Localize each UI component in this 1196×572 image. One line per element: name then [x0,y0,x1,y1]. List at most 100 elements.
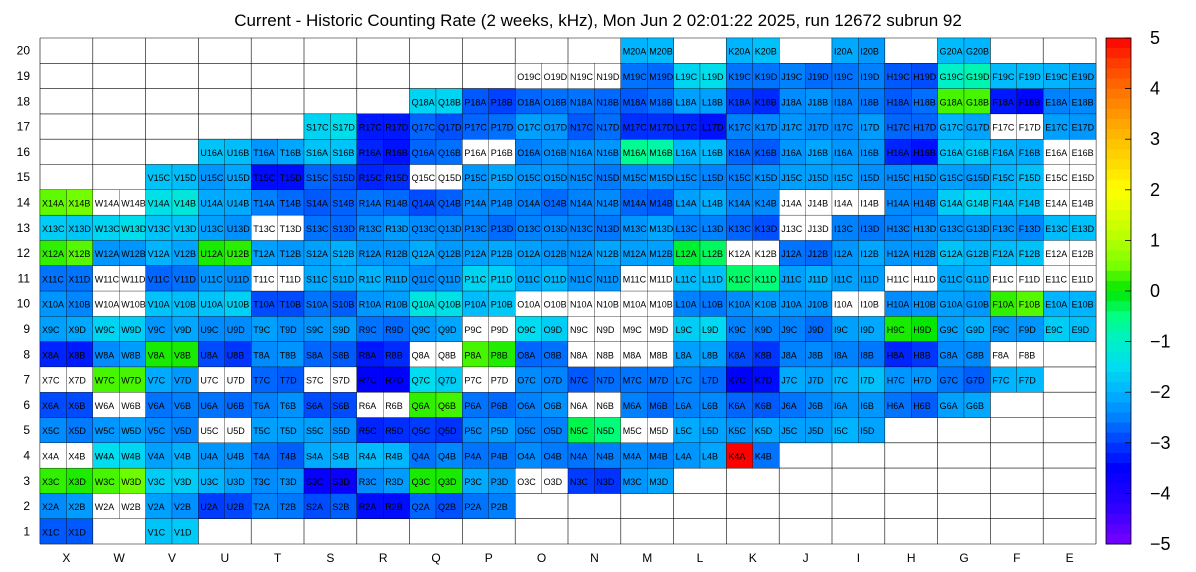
heatmap-cell: O17C O17D [515,113,569,140]
cell-label: L17C [676,123,698,133]
cell-label: O10B [544,300,567,310]
cell-label: J8A [781,350,797,360]
cell-rect [171,341,199,368]
cell-label: G6B [966,401,984,411]
cell-label: S9C [306,325,324,335]
cell-label: V15D [174,173,197,183]
y-tick-label: 4 [23,448,30,462]
cell-rect [224,214,252,241]
heatmap-cell: V14A V14B [145,189,199,216]
cell-rect [911,88,938,115]
cell-label: N17C [570,123,594,133]
cell-label: T2B [280,502,297,512]
cell-label: X6B [68,401,85,411]
cell-rect [145,417,173,443]
cell-label: P6B [491,401,508,411]
cell-rect [198,417,225,443]
cell-label: O13C [517,224,541,234]
cell-label: T4A [253,451,270,461]
cell-rect [699,88,727,115]
cell-label: F16B [1019,148,1041,158]
cell-label: K12A [728,249,750,259]
cell-label: X1C [42,527,60,537]
heatmap-cell: N11C N11D [567,265,621,292]
cell-label: J10B [808,300,829,310]
cell-rect [541,467,569,494]
cell-label: K8B [755,350,772,360]
cell-label: I10A [834,300,853,310]
heatmap-cell: T15C T15D [251,164,305,190]
heatmap-cell: X11C X11D [39,265,93,292]
cell-label: Q7D [438,376,457,386]
heatmap-cell: P6A P6B [462,392,516,418]
cell-rect [462,88,489,115]
cell-rect [673,290,701,317]
cell-rect [409,189,437,216]
x-tick-label: W [114,551,126,565]
cell-label: E13C [1045,224,1068,234]
heatmap-cell: X8A X8B [39,341,93,368]
cell-label: L5D [702,426,719,436]
cell-rect [277,189,305,216]
cell-rect [779,392,806,418]
cell-label: Q9D [438,325,457,335]
cell-label: H9D [913,325,932,335]
cell-rect [198,392,225,418]
cell-label: H7C [887,376,906,386]
cell-rect [858,392,885,418]
cell-rect [1016,290,1044,317]
cell-rect [435,214,463,241]
cell-label: F9C [992,325,1010,335]
x-tick-label: K [749,551,757,565]
cell-label: E15D [1072,173,1095,183]
cell-label: O17D [544,123,568,133]
cell-label: G14A [940,198,963,208]
heatmap-cell: T11C T11D [251,265,305,292]
cell-label: J8B [808,350,824,360]
cell-label: L13D [702,224,724,234]
heatmap-cell: N14A N14B [567,189,621,216]
cell-rect [541,214,569,241]
heatmap-cell: L17C L17D [673,113,727,140]
colorbar-segment [1106,493,1131,505]
cell-label: W8A [95,350,115,360]
cell-rect [567,392,595,418]
cell-label: P8A [464,350,481,360]
cell-rect [858,417,885,443]
heatmap-cell: M18A M18B [620,88,674,115]
cell-rect [119,189,146,216]
cell-rect [911,139,938,165]
colorbar-segment [1106,199,1131,211]
colorbar-segment [1106,270,1131,282]
cell-rect [541,88,569,115]
cell-label: R7D [385,376,404,386]
cell-rect [330,214,357,241]
cell-label: Q10A [412,300,435,310]
cell-label: J10A [781,300,802,310]
cell-label: Q18A [412,97,435,107]
cell-rect [699,139,727,165]
cell-label: L9C [676,325,693,335]
heatmap-cell: I11C I11D [831,265,885,292]
cell-label: F18B [1019,97,1041,107]
cell-rect [515,366,542,393]
cell-label: K18A [728,97,750,107]
heatmap-cell: V9C V9D [145,316,199,342]
cell-rect [937,265,965,292]
cell-rect [990,240,1017,266]
cell-rect [752,88,780,115]
heatmap-cell: Q12A Q12B [409,240,463,266]
cell-label: O7C [517,376,536,386]
cell-label: J9C [781,325,798,335]
cell-label: N8A [570,350,588,360]
cell-label: O18B [544,97,567,107]
cell-label: N11C [570,274,593,284]
cell-label: E10A [1045,300,1067,310]
cell-label: O12A [517,249,540,259]
heatmap-cell: K9C K9D [726,316,780,342]
cell-label: R17D [385,123,409,133]
cell-rect [171,392,199,418]
heatmap-cell: S15C S15D [303,164,357,190]
heatmap-cell: G18A G18B [937,88,991,115]
cell-rect [647,37,674,64]
